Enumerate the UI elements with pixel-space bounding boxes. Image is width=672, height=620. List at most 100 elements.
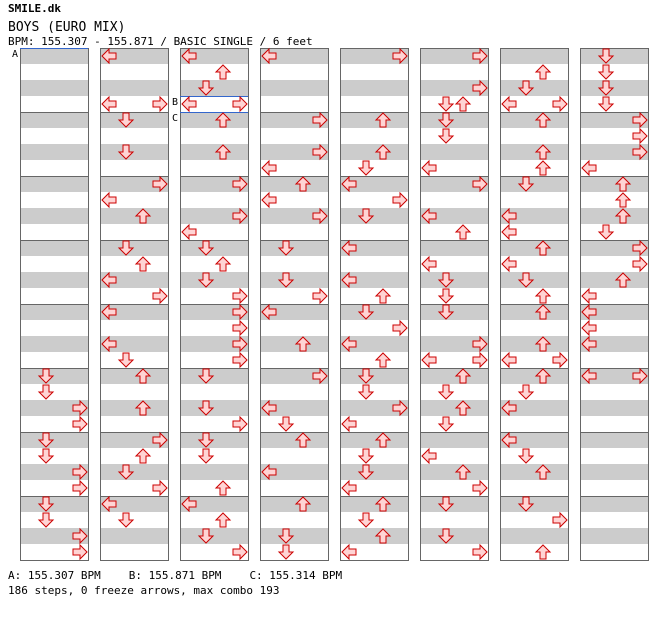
beat-stripe [180, 176, 248, 192]
beat-stripe [180, 528, 248, 544]
down-arrow-icon [437, 416, 455, 432]
up-arrow-icon [534, 368, 552, 384]
bpm-change-label: C [172, 113, 178, 124]
down-arrow-icon [197, 432, 215, 448]
right-arrow-icon [472, 47, 488, 65]
chart-column [580, 48, 649, 561]
down-arrow-icon [37, 384, 55, 400]
left-arrow-icon [421, 207, 437, 225]
beat-stripe [420, 336, 488, 352]
left-arrow-icon [341, 175, 357, 193]
beat-stripe [500, 144, 568, 160]
right-arrow-icon [632, 239, 648, 257]
left-arrow-icon [341, 335, 357, 353]
up-arrow-icon [614, 208, 632, 224]
right-arrow-icon [552, 351, 568, 369]
right-arrow-icon [232, 303, 248, 321]
right-arrow-icon [632, 255, 648, 273]
right-arrow-icon [392, 399, 408, 417]
beat-stripe [340, 208, 408, 224]
right-arrow-icon [152, 431, 168, 449]
beat-stripe [580, 208, 648, 224]
left-arrow-icon [501, 399, 517, 417]
right-arrow-icon [472, 543, 488, 561]
left-arrow-icon [101, 95, 117, 113]
beat-stripe [340, 368, 408, 384]
beat-stripe [580, 368, 648, 384]
beat-stripe [100, 240, 168, 256]
beat-stripe [180, 496, 248, 512]
beat-stripe [420, 144, 488, 160]
beat-stripe [580, 304, 648, 320]
beat-stripe [20, 368, 88, 384]
step-stats: 186 steps, 0 freeze arrows, max combo 19… [8, 584, 280, 597]
beat-stripe [580, 272, 648, 288]
right-arrow-icon [72, 527, 88, 545]
down-arrow-icon [597, 64, 615, 80]
up-arrow-icon [134, 400, 152, 416]
down-arrow-icon [37, 432, 55, 448]
chart-column [420, 48, 489, 561]
beat-stripe [420, 176, 488, 192]
beat-stripe [260, 336, 328, 352]
up-arrow-icon [374, 288, 392, 304]
up-arrow-icon [374, 528, 392, 544]
right-arrow-icon [232, 95, 248, 113]
up-arrow-icon [454, 400, 472, 416]
beat-stripe [420, 80, 488, 96]
right-arrow-icon [72, 415, 88, 433]
left-arrow-icon [261, 303, 277, 321]
up-arrow-icon [374, 112, 392, 128]
down-arrow-icon [117, 112, 135, 128]
down-arrow-icon [597, 224, 615, 240]
down-arrow-icon [517, 448, 535, 464]
up-arrow-icon [454, 464, 472, 480]
column-border [100, 48, 169, 561]
beat-stripe [20, 176, 88, 192]
left-arrow-icon [501, 431, 517, 449]
right-arrow-icon [152, 479, 168, 497]
down-arrow-icon [517, 496, 535, 512]
beat-stripe [420, 240, 488, 256]
beat-stripe [100, 272, 168, 288]
left-arrow-icon [501, 223, 517, 241]
down-arrow-icon [197, 448, 215, 464]
right-arrow-icon [472, 351, 488, 369]
beat-stripe [180, 80, 248, 96]
beat-stripe [180, 304, 248, 320]
beat-stripe [500, 272, 568, 288]
site-title: SMILE.dk [8, 2, 61, 15]
left-arrow-icon [421, 447, 437, 465]
column-border [180, 48, 249, 561]
down-arrow-icon [37, 448, 55, 464]
column-border [420, 48, 489, 561]
beat-stripe [100, 496, 168, 512]
down-arrow-icon [277, 272, 295, 288]
down-arrow-icon [197, 528, 215, 544]
right-arrow-icon [632, 127, 648, 145]
beat-stripe [180, 112, 248, 128]
right-arrow-icon [152, 95, 168, 113]
down-arrow-icon [37, 512, 55, 528]
left-arrow-icon [581, 287, 597, 305]
beat-stripe [500, 240, 568, 256]
chart-column [20, 48, 89, 561]
down-arrow-icon [517, 384, 535, 400]
column-border [580, 48, 649, 561]
left-arrow-icon [341, 271, 357, 289]
beat-stripe [340, 176, 408, 192]
beat-stripe [260, 48, 328, 64]
down-arrow-icon [277, 528, 295, 544]
right-arrow-icon [72, 463, 88, 481]
beat-stripe [580, 48, 648, 64]
beat-stripe [180, 272, 248, 288]
down-arrow-icon [277, 544, 295, 560]
down-arrow-icon [437, 528, 455, 544]
right-arrow-icon [232, 335, 248, 353]
left-arrow-icon [501, 95, 517, 113]
up-arrow-icon [294, 176, 312, 192]
up-arrow-icon [534, 240, 552, 256]
beat-stripe [500, 176, 568, 192]
beat-stripe [580, 112, 648, 128]
right-arrow-icon [632, 111, 648, 129]
